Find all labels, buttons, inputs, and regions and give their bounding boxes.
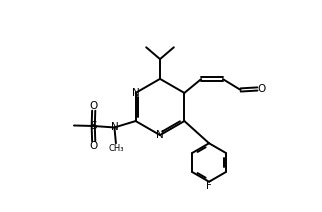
Text: N: N <box>110 123 118 132</box>
Text: F: F <box>206 181 212 191</box>
Text: S: S <box>90 121 97 131</box>
Text: N: N <box>132 88 139 98</box>
Text: N: N <box>156 130 164 140</box>
Text: CH₃: CH₃ <box>108 144 124 153</box>
Text: O: O <box>258 84 266 94</box>
Text: O: O <box>90 141 98 151</box>
Text: O: O <box>90 101 98 111</box>
